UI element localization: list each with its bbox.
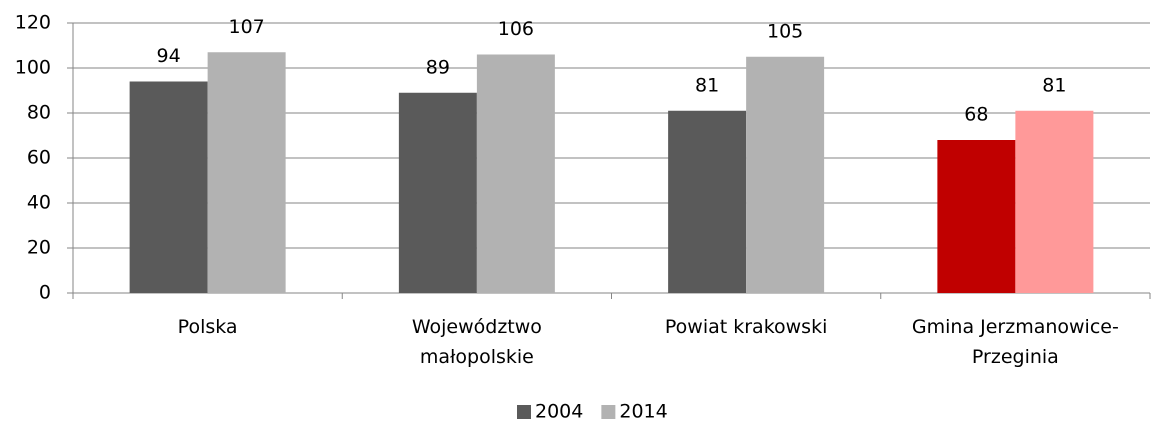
x-tick-label: Powiat krakowski bbox=[664, 316, 828, 338]
bar bbox=[746, 56, 825, 293]
bar bbox=[668, 110, 747, 293]
data-label: 107 bbox=[228, 16, 264, 38]
legend-label: 2014 bbox=[619, 401, 667, 423]
y-tick-label: 40 bbox=[27, 192, 51, 214]
bar bbox=[129, 81, 208, 293]
y-tick-label: 20 bbox=[27, 237, 51, 259]
data-label: 89 bbox=[426, 56, 450, 78]
data-label: 68 bbox=[964, 104, 988, 126]
x-tick-label: Gmina Jerzmanowice-Przeginia bbox=[911, 316, 1119, 368]
bar bbox=[476, 54, 555, 293]
y-tick-label: 80 bbox=[27, 102, 51, 124]
data-label: 81 bbox=[695, 74, 719, 96]
x-tick-label: Polska bbox=[177, 316, 238, 338]
y-tick-label: 60 bbox=[27, 147, 51, 169]
bar bbox=[207, 52, 286, 293]
legend-swatch bbox=[517, 405, 531, 419]
bar bbox=[937, 140, 1016, 293]
y-tick-label: 100 bbox=[15, 57, 51, 79]
y-tick-label: 120 bbox=[15, 12, 51, 34]
data-label: 94 bbox=[157, 45, 181, 67]
data-label: 106 bbox=[498, 18, 534, 40]
bar bbox=[1015, 110, 1094, 293]
y-tick-label: 0 bbox=[39, 282, 51, 304]
legend-swatch bbox=[601, 405, 616, 419]
x-tick-label: Województwo małopolskie bbox=[411, 316, 542, 368]
legend-label: 2004 bbox=[535, 401, 583, 423]
data-label: 81 bbox=[1042, 74, 1066, 96]
bar bbox=[398, 92, 477, 293]
data-label: 105 bbox=[767, 20, 803, 42]
